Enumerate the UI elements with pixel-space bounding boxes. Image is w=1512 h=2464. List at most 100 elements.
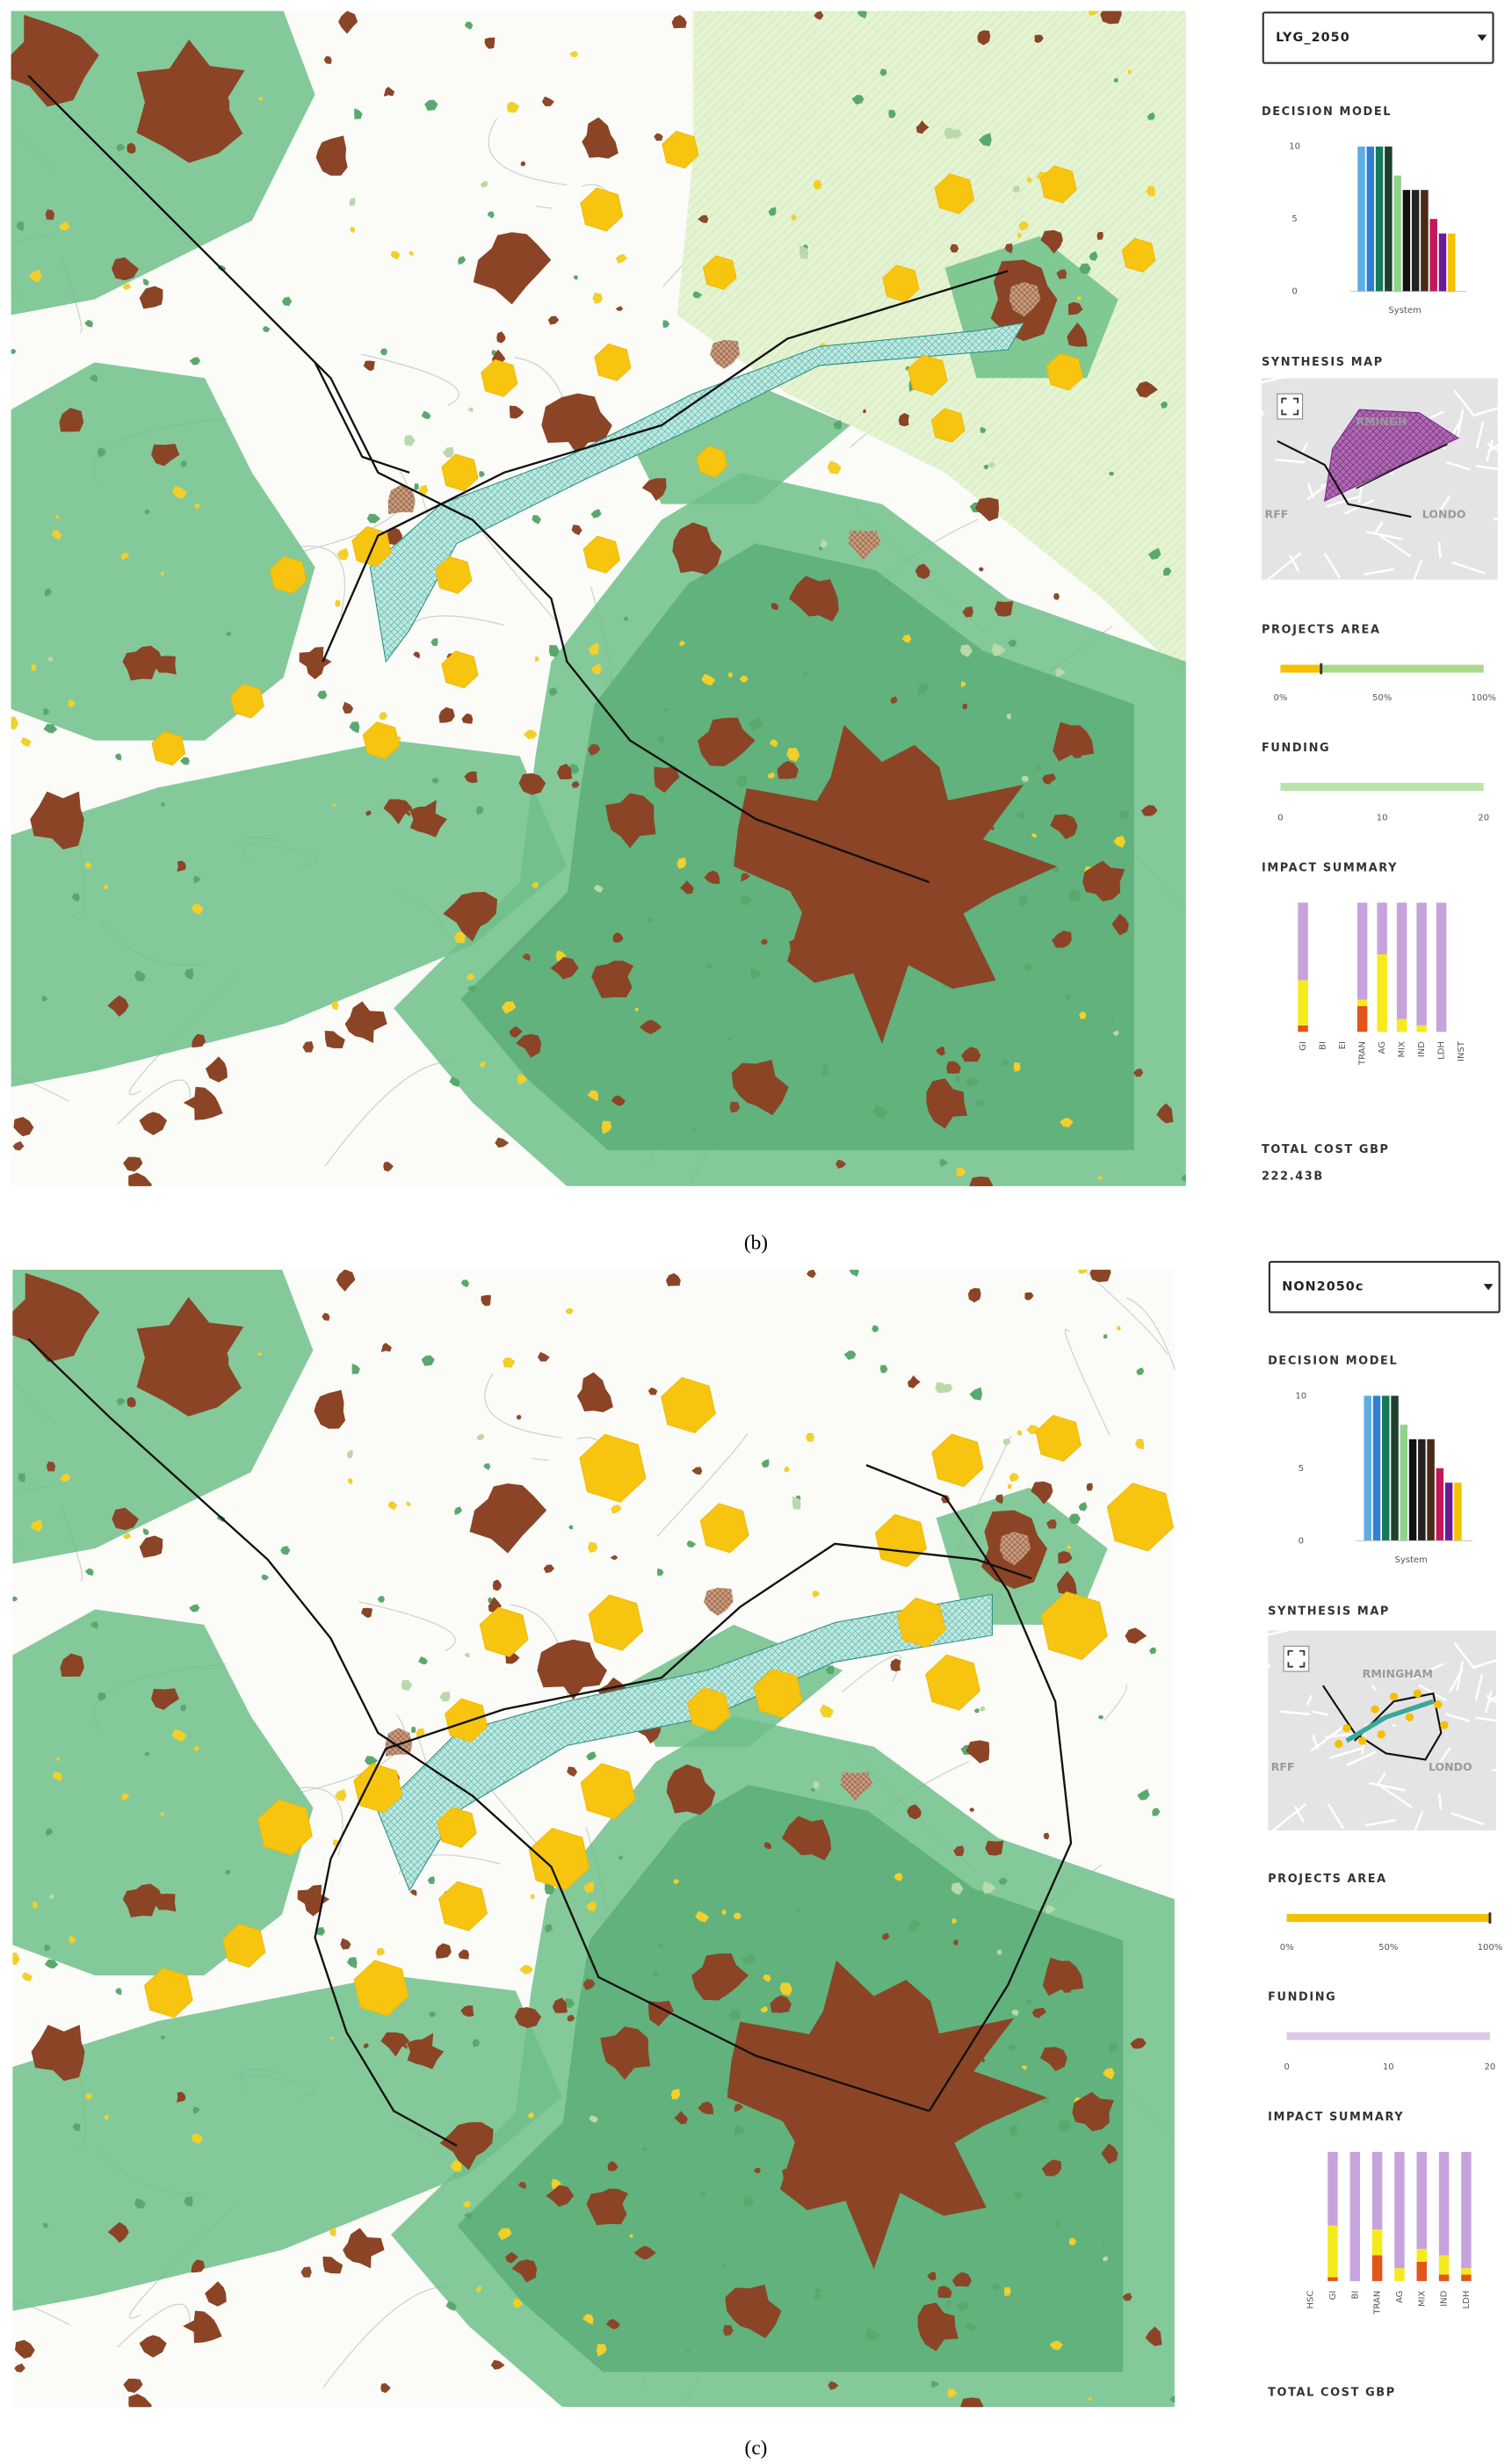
speck bbox=[634, 1007, 639, 1011]
speck bbox=[657, 1943, 664, 1948]
urban-small bbox=[908, 1374, 921, 1388]
speck bbox=[522, 953, 531, 961]
urban-small bbox=[496, 331, 506, 344]
speck bbox=[586, 1901, 597, 1912]
x-tick-label: MIX bbox=[1417, 2290, 1427, 2307]
mini-road bbox=[1380, 1786, 1413, 1808]
mini-road bbox=[1448, 1668, 1464, 1693]
speck bbox=[851, 94, 865, 105]
x-tick-label: GI bbox=[1328, 2291, 1338, 2301]
green-area bbox=[12, 1269, 314, 1564]
urban-area bbox=[406, 2033, 445, 2069]
speck bbox=[1018, 894, 1028, 906]
speck bbox=[363, 2043, 369, 2049]
scenario-dropdown[interactable] bbox=[1268, 1260, 1501, 1314]
mini-road bbox=[1363, 568, 1394, 576]
hatched-urban bbox=[385, 1728, 413, 1757]
urban-small bbox=[994, 601, 1014, 617]
urban-small bbox=[139, 1535, 163, 1558]
speck bbox=[403, 2044, 408, 2049]
speck bbox=[487, 211, 495, 219]
stacked-segment bbox=[1438, 2255, 1450, 2275]
mini-road bbox=[1293, 1806, 1306, 1823]
bar bbox=[1427, 1439, 1435, 1541]
urban-small bbox=[612, 931, 624, 943]
section-title: DECISION MODEL bbox=[1268, 1354, 1398, 1367]
urban-small bbox=[1039, 2047, 1067, 2071]
hexagon bbox=[435, 555, 473, 594]
speck bbox=[1113, 77, 1119, 83]
scenario-dropdown[interactable] bbox=[1262, 11, 1494, 64]
speck bbox=[582, 1979, 596, 1990]
mini-road bbox=[1266, 552, 1302, 580]
synthesis-map[interactable]: RMINGH LONDO RFF bbox=[1248, 377, 1512, 591]
speck bbox=[698, 214, 709, 224]
speck bbox=[90, 1621, 98, 1629]
urban-small bbox=[176, 2091, 186, 2103]
expand-button[interactable] bbox=[1277, 393, 1304, 420]
urban-small bbox=[1103, 873, 1120, 889]
urban-small bbox=[112, 1507, 139, 1531]
speck bbox=[44, 588, 53, 597]
speck bbox=[956, 2301, 970, 2312]
hexagon bbox=[696, 446, 728, 478]
urban-small bbox=[550, 957, 579, 980]
speck bbox=[47, 656, 54, 662]
urban-area bbox=[315, 135, 348, 176]
speck bbox=[192, 904, 204, 915]
speck bbox=[593, 884, 604, 893]
green-area bbox=[11, 11, 315, 315]
speck bbox=[14, 2363, 25, 2373]
expand-button[interactable] bbox=[1283, 1645, 1310, 1672]
mini-road bbox=[1300, 442, 1308, 454]
speck bbox=[723, 2324, 734, 2337]
speck bbox=[567, 1766, 578, 1777]
hexagon bbox=[580, 187, 624, 232]
speck bbox=[812, 1591, 821, 1598]
section-title: FUNDING bbox=[1268, 1991, 1336, 2004]
urban-small bbox=[763, 1842, 772, 1850]
speck bbox=[583, 1881, 594, 1893]
urban-small bbox=[704, 870, 720, 884]
speck bbox=[11, 348, 17, 355]
hexagon bbox=[269, 555, 307, 594]
speck bbox=[380, 348, 388, 356]
speck bbox=[1136, 1367, 1145, 1375]
speck bbox=[1016, 232, 1022, 238]
mini-map-label: RMINGHAM bbox=[1363, 1667, 1433, 1680]
speck bbox=[483, 1463, 491, 1470]
speck bbox=[427, 1876, 435, 1884]
speck bbox=[1026, 1998, 1032, 2004]
speck bbox=[836, 1159, 847, 1169]
urban-small bbox=[153, 656, 177, 675]
x-tick-label: INST bbox=[1457, 1040, 1466, 1062]
speck bbox=[534, 656, 539, 663]
urban-area bbox=[691, 1953, 749, 2001]
x-tick-label: IND bbox=[1440, 2290, 1450, 2306]
road bbox=[1082, 1269, 1168, 1356]
speck bbox=[1134, 1439, 1145, 1449]
speck bbox=[280, 1546, 291, 1555]
speck bbox=[171, 485, 187, 500]
speck bbox=[1108, 471, 1115, 476]
urban-small bbox=[383, 86, 395, 97]
bar bbox=[1411, 190, 1420, 292]
urban-area bbox=[731, 1059, 789, 1116]
stacked-segment bbox=[1416, 2151, 1427, 2250]
urban-area bbox=[582, 117, 619, 159]
speck bbox=[192, 2106, 200, 2114]
urban-small bbox=[1067, 301, 1083, 315]
synthesis-map[interactable]: RMINGHAM LONDO RFF bbox=[1254, 1629, 1512, 1842]
hexagon bbox=[930, 408, 966, 443]
speck bbox=[342, 701, 354, 714]
bar bbox=[1366, 146, 1375, 292]
hexagon bbox=[1035, 1415, 1082, 1462]
mini-project bbox=[1440, 1721, 1449, 1729]
bar bbox=[1454, 1482, 1462, 1541]
speck bbox=[799, 245, 808, 259]
x-tick-label: MIX bbox=[1398, 1041, 1407, 1058]
urban-small bbox=[336, 1269, 356, 1292]
speck bbox=[721, 1909, 727, 1916]
speck bbox=[1146, 185, 1155, 197]
hexagon bbox=[1039, 165, 1077, 204]
